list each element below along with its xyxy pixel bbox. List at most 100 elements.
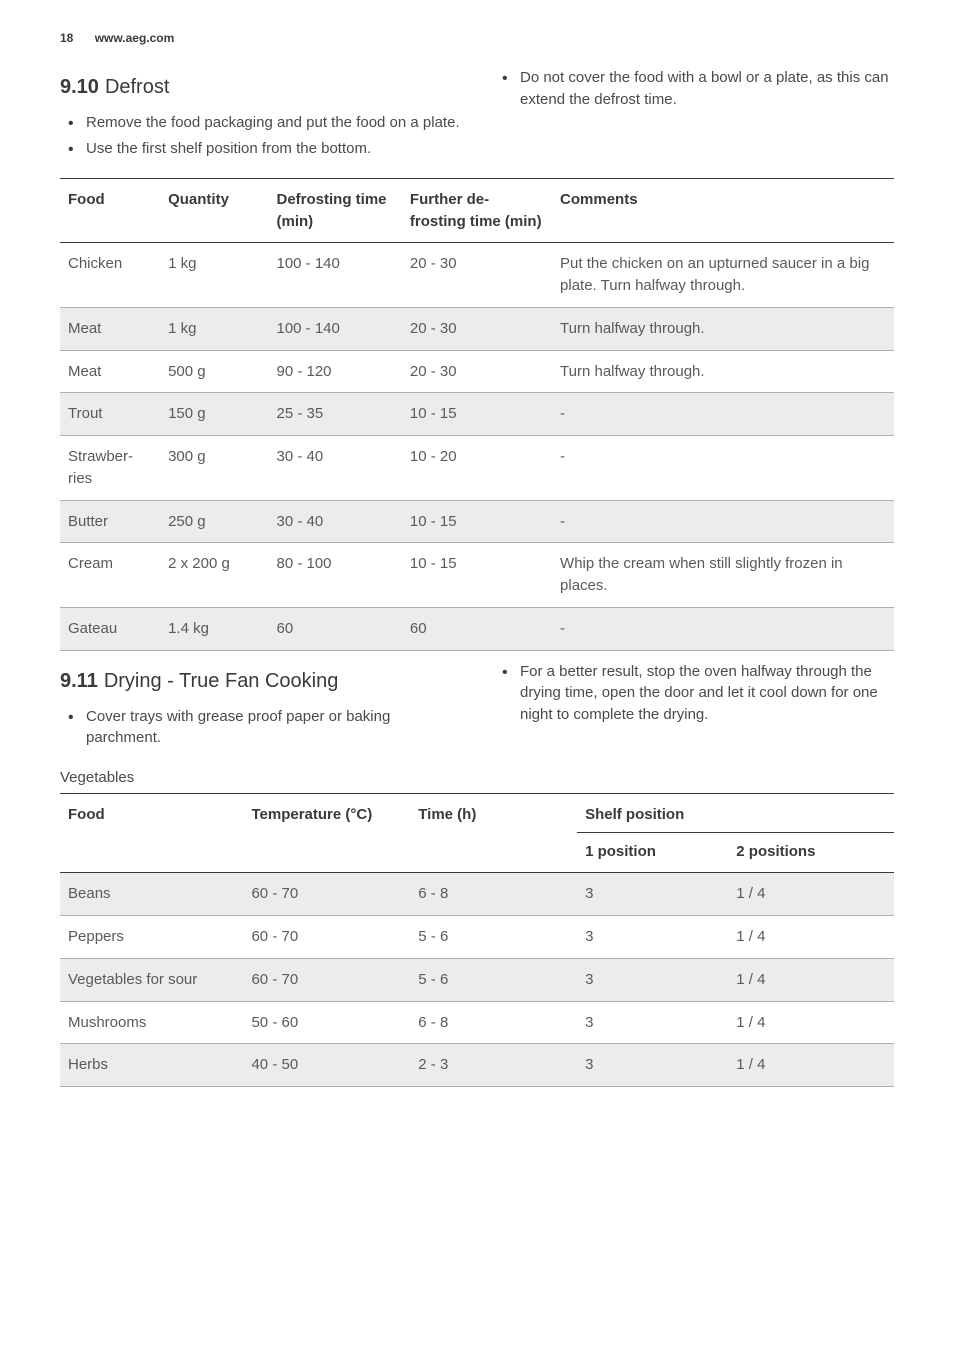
table-cell: 2 x 200 g bbox=[160, 543, 268, 608]
table-cell: 1 / 4 bbox=[728, 873, 894, 916]
table-row: Gateau1.4 kg6060- bbox=[60, 607, 894, 650]
defrost-table: FoodQuantityDefrosting time (min)Further… bbox=[60, 178, 894, 651]
table-cell: Trout bbox=[60, 393, 160, 436]
table-cell: 6 - 8 bbox=[410, 873, 577, 916]
table-row: Chicken1 kg100 - 14020 - 30Put the chick… bbox=[60, 243, 894, 308]
table-cell: Beans bbox=[60, 873, 243, 916]
table-cell: 3 bbox=[577, 958, 728, 1001]
bullet-item: Remove the food packaging and put the fo… bbox=[60, 112, 460, 134]
table-cell: 3 bbox=[577, 873, 728, 916]
bullet-item: Use the first shelf position from the bo… bbox=[60, 138, 460, 160]
table-cell: 90 - 120 bbox=[268, 350, 401, 393]
table-cell: 50 - 60 bbox=[243, 1001, 410, 1044]
table-cell: Mushrooms bbox=[60, 1001, 243, 1044]
col-time: Time (h) bbox=[410, 793, 577, 873]
vegetables-subhead: Vegetables bbox=[60, 767, 894, 789]
table-row: Butter250 g30 - 4010 - 15- bbox=[60, 500, 894, 543]
table-row: Mushrooms50 - 606 - 831 / 4 bbox=[60, 1001, 894, 1044]
table-cell: 2 - 3 bbox=[410, 1044, 577, 1087]
table-cell: 6 - 8 bbox=[410, 1001, 577, 1044]
page-number: 18 bbox=[60, 31, 73, 45]
defrost-left-col: 9.10Defrost Remove the food packaging an… bbox=[60, 67, 460, 164]
table-cell: 10 - 15 bbox=[402, 393, 552, 436]
table-cell: Strawber-ries bbox=[60, 436, 160, 501]
table-cell: 60 bbox=[402, 607, 552, 650]
table-cell: 80 - 100 bbox=[268, 543, 401, 608]
table-row: Meat1 kg100 - 14020 - 30Turn halfway thr… bbox=[60, 307, 894, 350]
bullet-item: For a better result, stop the oven halfw… bbox=[494, 661, 894, 726]
table-cell: Peppers bbox=[60, 916, 243, 959]
table-row: Herbs40 - 502 - 331 / 4 bbox=[60, 1044, 894, 1087]
table-cell: 5 - 6 bbox=[410, 916, 577, 959]
table-cell: Gateau bbox=[60, 607, 160, 650]
drying-right-col: For a better result, stop the oven halfw… bbox=[494, 661, 894, 754]
table-row: Beans60 - 706 - 831 / 4 bbox=[60, 873, 894, 916]
table-cell: 10 - 15 bbox=[402, 500, 552, 543]
drying-left-bullets: Cover trays with grease proof paper or b… bbox=[60, 706, 460, 750]
table-cell: - bbox=[552, 436, 894, 501]
table-cell: Whip the cream when still slightly froze… bbox=[552, 543, 894, 608]
col-shelf-2: 2 positions bbox=[728, 832, 894, 873]
section-name: Defrost bbox=[105, 76, 169, 98]
table-row: Cream2 x 200 g80 - 10010 - 15Whip the cr… bbox=[60, 543, 894, 608]
table-cell: Meat bbox=[60, 307, 160, 350]
drying-left-col: 9.11 Drying - True Fan Cooking Cover tray… bbox=[60, 661, 460, 754]
table-cell: 10 - 15 bbox=[402, 543, 552, 608]
table-cell: 1 / 4 bbox=[728, 1001, 894, 1044]
defrost-left-bullets: Remove the food packaging and put the fo… bbox=[60, 112, 460, 160]
col-food: Food bbox=[60, 793, 243, 873]
table-cell: 1 kg bbox=[160, 243, 268, 308]
table-row: Trout150 g25 - 3510 - 15- bbox=[60, 393, 894, 436]
table-cell: Chicken bbox=[60, 243, 160, 308]
defrost-right-bullets: Do not cover the food with a bowl or a p… bbox=[494, 67, 894, 111]
table-cell: Turn halfway through. bbox=[552, 307, 894, 350]
table-cell: 40 - 50 bbox=[243, 1044, 410, 1087]
table-header-row: FoodQuantityDefrosting time (min)Further… bbox=[60, 178, 894, 243]
table-cell: 1 / 4 bbox=[728, 916, 894, 959]
table-cell: - bbox=[552, 393, 894, 436]
drying-right-bullets: For a better result, stop the oven halfw… bbox=[494, 661, 894, 726]
table-cell: 1.4 kg bbox=[160, 607, 268, 650]
table-body: Beans60 - 706 - 831 / 4Peppers60 - 705 -… bbox=[60, 873, 894, 1087]
table-cell: 30 - 40 bbox=[268, 500, 401, 543]
table-cell: 25 - 35 bbox=[268, 393, 401, 436]
table-cell: 20 - 30 bbox=[402, 350, 552, 393]
table-cell: 60 - 70 bbox=[243, 958, 410, 1001]
table-cell: 5 - 6 bbox=[410, 958, 577, 1001]
table-cell: 30 - 40 bbox=[268, 436, 401, 501]
col-temp: Temperature (°C) bbox=[243, 793, 410, 873]
table-header-row-1: Food Temperature (°C) Time (h) Shelf pos… bbox=[60, 793, 894, 832]
page-header: 18 www.aeg.com bbox=[60, 30, 894, 47]
table-cell: Vegetables for sour bbox=[60, 958, 243, 1001]
table-cell: Meat bbox=[60, 350, 160, 393]
table-cell: 60 - 70 bbox=[243, 873, 410, 916]
drying-intro: 9.11 Drying - True Fan Cooking Cover tray… bbox=[60, 661, 894, 754]
bullet-item: Cover trays with grease proof paper or b… bbox=[60, 706, 460, 750]
col-shelf-1: 1 position bbox=[577, 832, 728, 873]
drying-table: Food Temperature (°C) Time (h) Shelf pos… bbox=[60, 793, 894, 1087]
table-body: Chicken1 kg100 - 14020 - 30Put the chick… bbox=[60, 243, 894, 650]
section-name: Drying - True Fan Cooking bbox=[104, 670, 339, 692]
table-col-header: Quantity bbox=[160, 178, 268, 243]
table-cell: 60 - 70 bbox=[243, 916, 410, 959]
table-cell: 1 kg bbox=[160, 307, 268, 350]
table-cell: 20 - 30 bbox=[402, 243, 552, 308]
col-shelf: Shelf position bbox=[577, 793, 894, 832]
table-cell: Turn halfway through. bbox=[552, 350, 894, 393]
table-col-header: Defrosting time (min) bbox=[268, 178, 401, 243]
table-row: Meat500 g90 - 12020 - 30Turn halfway thr… bbox=[60, 350, 894, 393]
table-cell: 60 bbox=[268, 607, 401, 650]
table-cell: 3 bbox=[577, 1044, 728, 1087]
table-cell: 100 - 140 bbox=[268, 243, 401, 308]
table-cell: Herbs bbox=[60, 1044, 243, 1087]
table-cell: 10 - 20 bbox=[402, 436, 552, 501]
section-num: 9.11 bbox=[60, 670, 98, 692]
table-cell: 3 bbox=[577, 1001, 728, 1044]
table-col-header: Food bbox=[60, 178, 160, 243]
table-cell: 1 / 4 bbox=[728, 958, 894, 1001]
table-row: Peppers60 - 705 - 631 / 4 bbox=[60, 916, 894, 959]
header-url: www.aeg.com bbox=[95, 31, 175, 45]
table-cell: 250 g bbox=[160, 500, 268, 543]
section-title-defrost: 9.10Defrost bbox=[60, 73, 460, 102]
table-cell: 150 g bbox=[160, 393, 268, 436]
